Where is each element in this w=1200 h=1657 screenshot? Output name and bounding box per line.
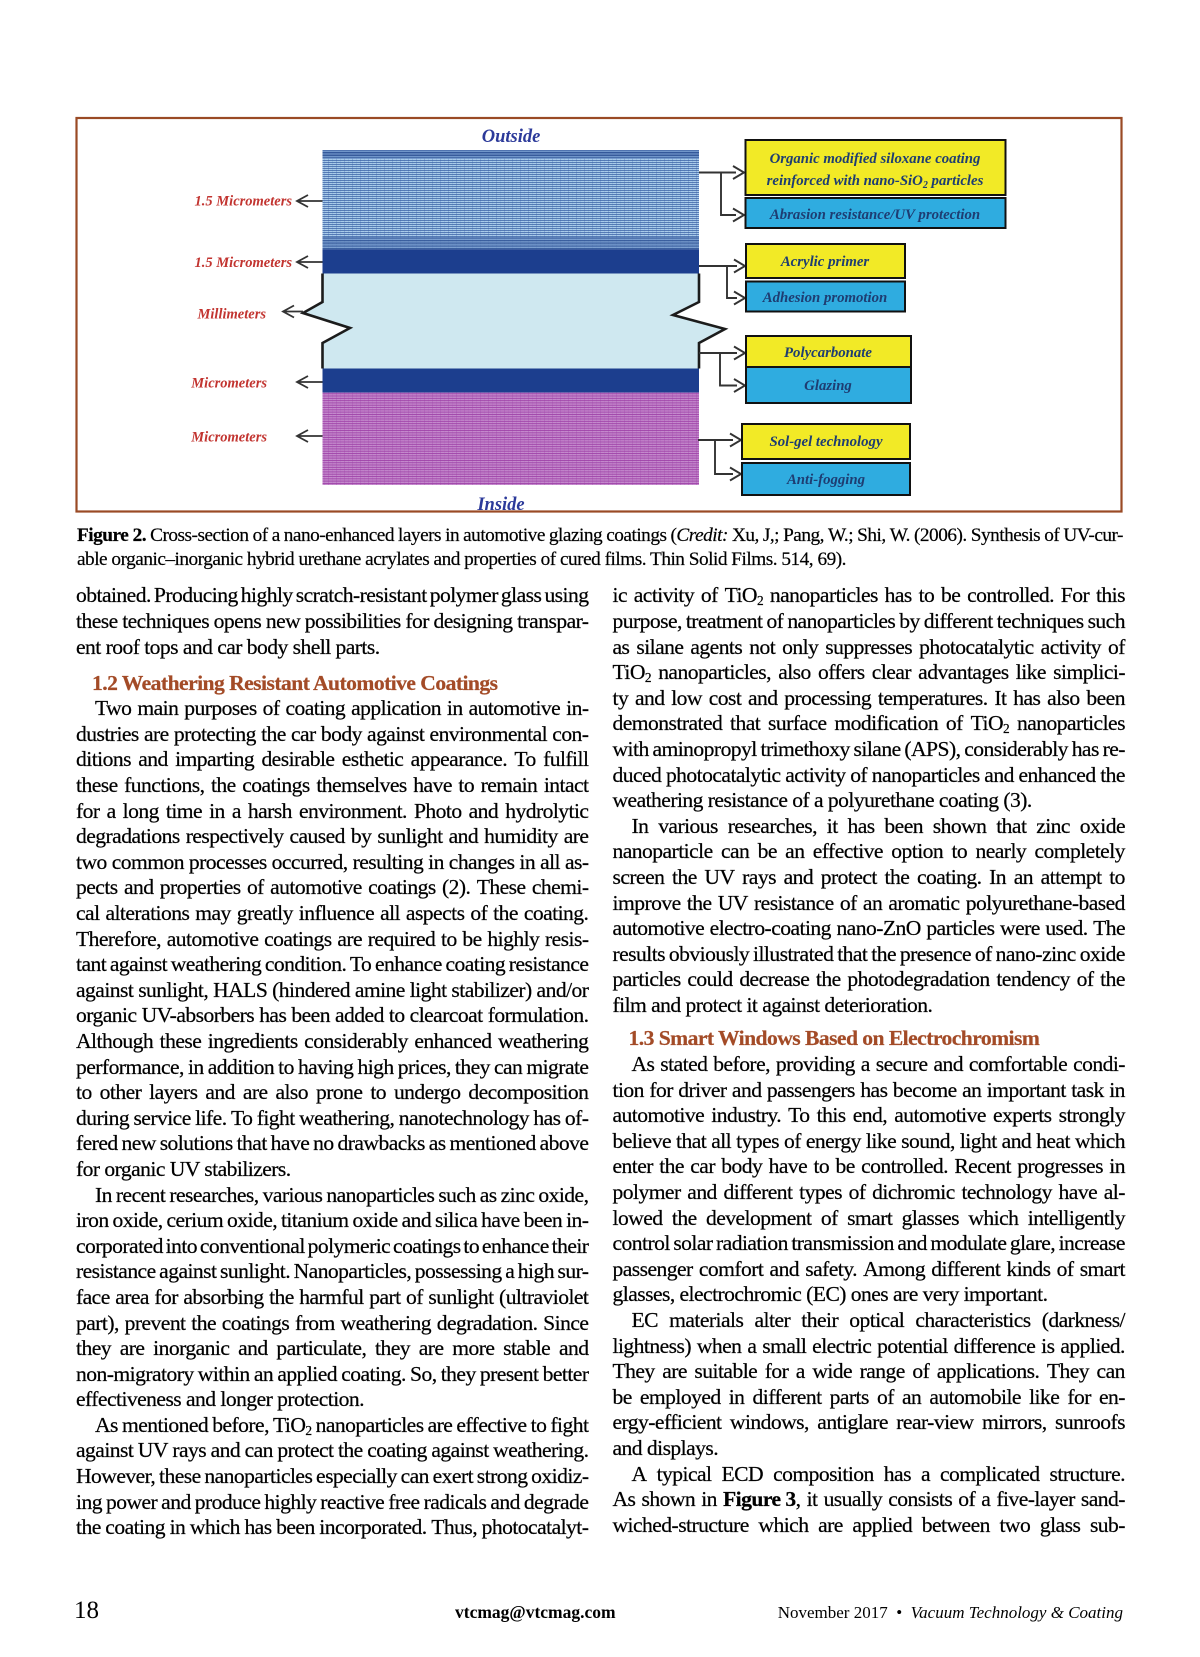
svg-text:Polycarbonate: Polycarbonate bbox=[784, 345, 872, 361]
svg-text:Micrometers: Micrometers bbox=[190, 376, 267, 392]
svg-text:Outside: Outside bbox=[482, 127, 541, 147]
svg-text:Anti-fogging: Anti-fogging bbox=[786, 472, 866, 488]
svg-text:reinforced with nano-SiO2 part: reinforced with nano-SiO2 particles bbox=[767, 173, 984, 191]
svg-text:Organic modified siloxane coat: Organic modified siloxane coating bbox=[770, 151, 981, 167]
svg-text:Micrometers: Micrometers bbox=[190, 430, 267, 446]
svg-text:Abrasion resistance/UV protect: Abrasion resistance/UV protection bbox=[769, 207, 980, 223]
svg-text:Glazing: Glazing bbox=[804, 378, 852, 394]
svg-text:1.5 Micrometers: 1.5 Micrometers bbox=[195, 194, 293, 210]
svg-text:Inside: Inside bbox=[476, 495, 524, 515]
svg-text:Acrylic primer: Acrylic primer bbox=[780, 254, 870, 270]
svg-text:1.5 Micrometers: 1.5 Micrometers bbox=[195, 255, 293, 271]
svg-text:Adhesion promotion: Adhesion promotion bbox=[762, 290, 888, 306]
svg-text:Millimeters: Millimeters bbox=[197, 307, 267, 323]
svg-text:Sol-gel technology: Sol-gel technology bbox=[769, 434, 882, 450]
